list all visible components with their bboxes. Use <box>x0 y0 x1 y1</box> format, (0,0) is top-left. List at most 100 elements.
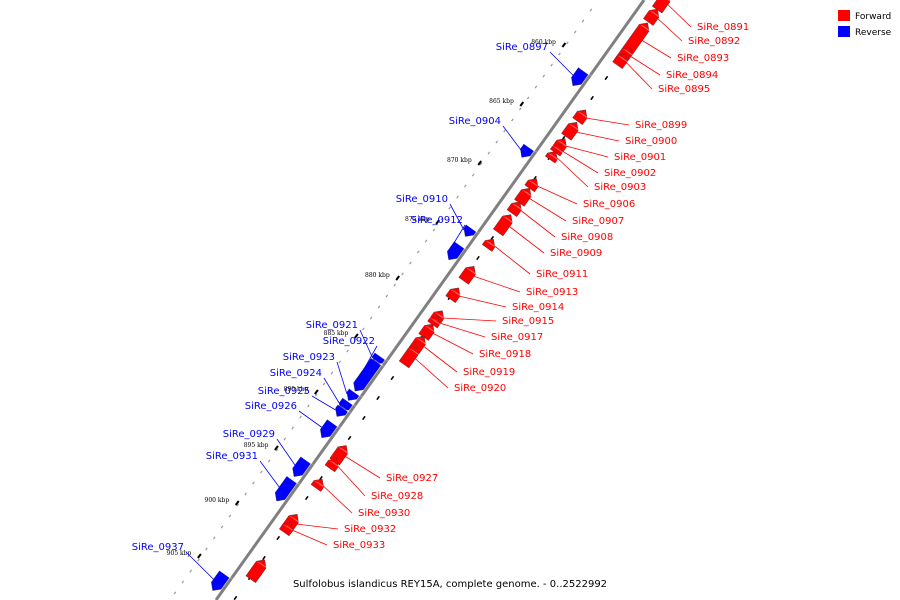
minor-tick <box>307 404 310 408</box>
gene-reverse-sire-0904[interactable] <box>520 143 539 158</box>
strand-tick <box>347 435 352 441</box>
gene-reverse-sire-0923[interactable] <box>346 388 364 401</box>
gene-label-forward[interactable]: SiRe_0932 <box>344 524 396 535</box>
gene-label-reverse[interactable]: SiRe_0922 <box>323 336 375 347</box>
minor-tick <box>212 536 216 540</box>
legend-swatch <box>838 10 850 21</box>
minor-tick <box>252 481 255 485</box>
gene-label-forward[interactable]: SiRe_0892 <box>688 36 740 47</box>
gene-label-forward[interactable]: SiRe_0901 <box>614 152 666 163</box>
gene-label-forward[interactable]: SiRe_0919 <box>463 367 515 378</box>
gene-label-forward[interactable]: SiRe_0894 <box>666 70 718 81</box>
gene-label-reverse[interactable]: SiRe_0910 <box>396 194 448 205</box>
gene-label-forward[interactable]: SiRe_0895 <box>658 84 710 95</box>
gene-forward-sire-0918[interactable] <box>418 323 440 341</box>
gene-label-forward[interactable]: SiRe_0903 <box>594 182 646 193</box>
minor-tick <box>338 360 342 364</box>
gene-label-reverse[interactable]: SiRe_0924 <box>270 368 322 379</box>
gene-label-forward[interactable]: SiRe_0915 <box>502 316 554 327</box>
gene-forward-sire-0909[interactable] <box>492 214 518 237</box>
scale-label: 900 kbp <box>205 497 230 504</box>
gene-forward-sire-0892[interactable] <box>643 8 664 26</box>
gene-label-forward[interactable]: SiRe_0918 <box>479 349 531 360</box>
gene-forward-sire-0914[interactable] <box>445 287 466 304</box>
leader-line <box>259 460 281 489</box>
gene-label-forward[interactable]: SiRe_0917 <box>491 332 543 343</box>
gene-reverse-sire-0926[interactable] <box>320 419 343 438</box>
gene-label-forward[interactable]: SiRe_0933 <box>333 540 385 551</box>
gene-forward-sire-0917[interactable] <box>427 316 445 329</box>
gene-forward-sire-0930[interactable] <box>310 478 329 492</box>
gene-label-forward[interactable]: SiRe_0902 <box>604 168 656 179</box>
leader-line <box>494 245 531 275</box>
gene-reverse-sire-0937[interactable] <box>211 570 235 591</box>
minor-tick <box>314 393 318 397</box>
minor-tick <box>416 250 420 254</box>
gene-reverse-sire-0897[interactable] <box>571 67 594 86</box>
gene-forward-sire-0911[interactable] <box>481 238 500 252</box>
gene-label-forward[interactable]: SiRe_0911 <box>536 269 588 280</box>
gene-label-forward[interactable]: SiRe_0908 <box>561 232 613 243</box>
minor-tick <box>260 470 263 474</box>
strand-tick <box>233 595 238 600</box>
gene-forward-sire-0933[interactable] <box>245 559 272 584</box>
leader-line <box>575 131 620 142</box>
minor-tick <box>181 580 185 584</box>
gene-label-forward[interactable]: SiRe_0920 <box>454 383 506 394</box>
gene-forward-sire-0908[interactable] <box>506 201 527 218</box>
gene-forward-sire-0928[interactable] <box>324 458 344 473</box>
legend: Forward Reverse <box>838 10 892 38</box>
gene-forward-sire-0907[interactable] <box>514 188 537 207</box>
gene-label-forward[interactable]: SiRe_0909 <box>550 248 602 259</box>
leader-line <box>519 209 556 238</box>
gene-label-reverse[interactable]: SiRe_0937 <box>132 542 184 553</box>
leader-line <box>298 410 323 429</box>
gene-label-forward[interactable]: SiRe_0899 <box>635 120 687 131</box>
gene-forward-sire-0895[interactable] <box>612 53 632 70</box>
gene-label-forward[interactable]: SiRe_0930 <box>358 508 410 519</box>
gene-forward-sire-0900[interactable] <box>561 122 584 141</box>
gene-label-forward[interactable]: SiRe_0914 <box>512 302 564 313</box>
gene-forward-sire-0899[interactable] <box>572 109 593 126</box>
gene-label-forward[interactable]: SiRe_0891 <box>697 22 749 33</box>
gene-label-forward[interactable]: SiRe_0907 <box>572 216 624 227</box>
minor-tick <box>299 415 302 419</box>
gene-forward-sire-0891[interactable] <box>651 0 676 14</box>
gene-label-forward[interactable]: SiRe_0893 <box>677 53 729 64</box>
gene-reverse-sire-0931[interactable] <box>274 476 302 502</box>
gene-label-forward[interactable]: SiRe_0928 <box>371 491 423 502</box>
gene-label-reverse[interactable]: SiRe_0931 <box>206 451 258 462</box>
gene-label-forward[interactable]: SiRe_0900 <box>625 136 677 147</box>
gene-label-reverse[interactable]: SiRe_0926 <box>245 401 297 412</box>
gene-label-reverse[interactable]: SiRe_0904 <box>449 116 501 127</box>
gene-label-reverse[interactable]: SiRe_0897 <box>496 42 548 53</box>
gene-forward-sire-0902[interactable] <box>549 144 568 157</box>
legend-swatch <box>838 26 850 37</box>
gene-forward-sire-0913[interactable] <box>458 266 481 285</box>
gene-labels: SiRe_0891 SiRe_0892 SiRe_0893 SiRe_0894 SiRe… <box>132 22 749 553</box>
gene-label-forward[interactable]: SiRe_0913 <box>526 287 578 298</box>
minor-tick <box>393 283 396 287</box>
legend-label: Forward <box>855 12 891 22</box>
gene-reverse-sire-0912[interactable] <box>447 241 470 260</box>
gene-label-reverse[interactable]: SiRe_0923 <box>283 352 335 363</box>
gene-label-reverse[interactable]: SiRe_0912 <box>411 215 463 226</box>
gene-reverse-sire-0929[interactable] <box>292 456 316 477</box>
genes-layer <box>211 0 676 591</box>
leader-line <box>549 51 575 77</box>
gene-reverse-sire-0922[interactable] <box>353 358 386 392</box>
gene-forward-sire-0920[interactable] <box>398 346 424 369</box>
leader-line <box>359 329 373 359</box>
gene-label-reverse[interactable]: SiRe_0921 <box>306 320 358 331</box>
gene-reverse-sire-0925[interactable] <box>335 404 353 417</box>
scale-label: 860 kbp <box>531 39 556 46</box>
gene-label-forward[interactable]: SiRe_0906 <box>583 199 635 210</box>
minor-tick <box>291 426 294 430</box>
minor-tick <box>589 8 593 12</box>
gene-label-forward[interactable]: SiRe_0927 <box>386 473 438 484</box>
leader-line <box>344 455 381 479</box>
gene-label-reverse[interactable]: SiRe_0925 <box>258 386 310 397</box>
gene-label-reverse[interactable]: SiRe_0929 <box>223 429 275 440</box>
major-tick <box>519 101 525 107</box>
minor-tick <box>369 316 373 320</box>
